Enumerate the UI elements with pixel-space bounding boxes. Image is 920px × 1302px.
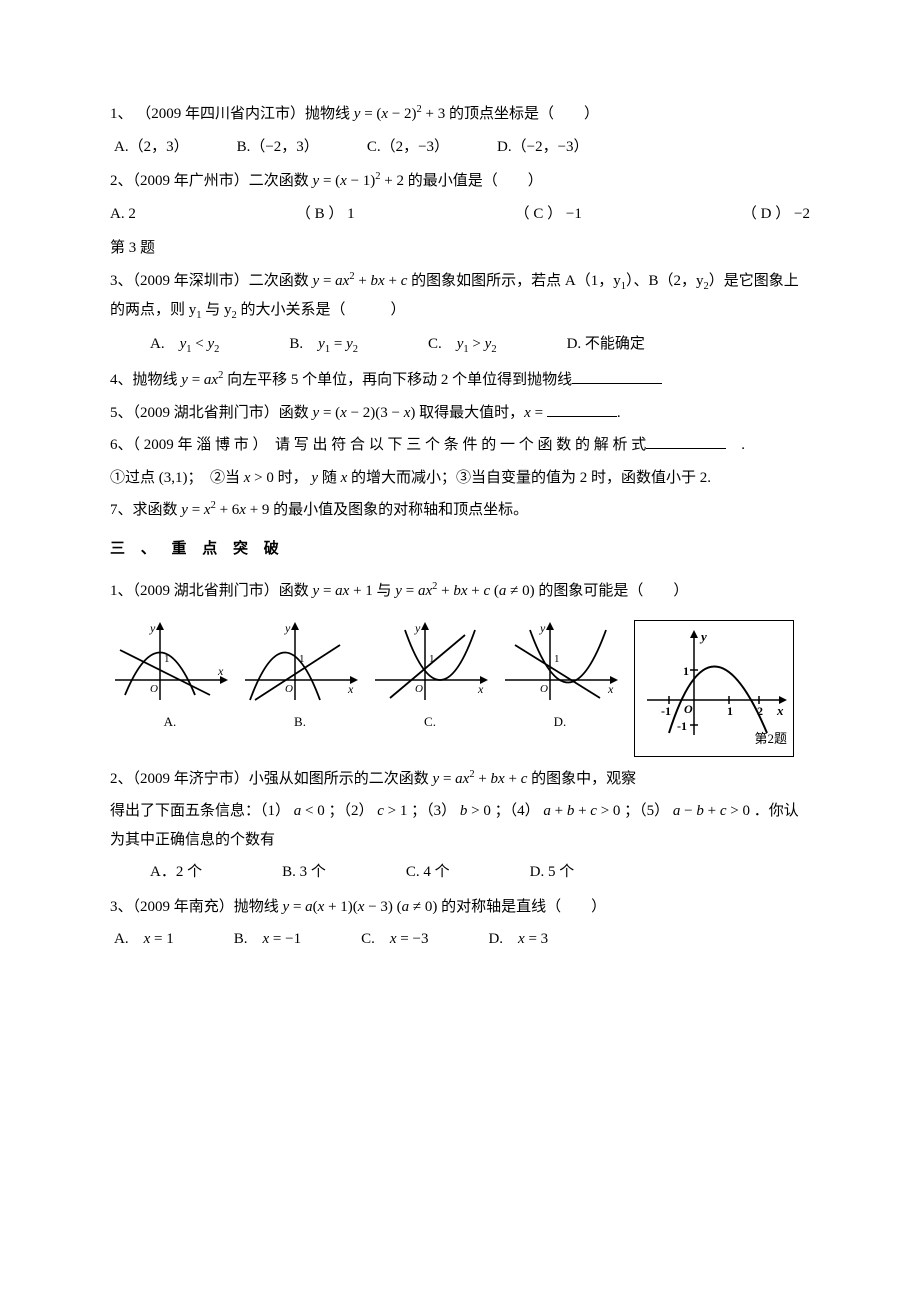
section-3-header: 三 、 重 点 突 破 [110, 535, 810, 564]
p3-options: A. x = 1 B. x = −1 C. x = −3 D. x = 3 [114, 925, 810, 954]
q1-opt-d: D.（−2，−3） [497, 133, 589, 162]
q2-opt-c: （ C ） −1 [515, 200, 582, 229]
svg-text:O: O [285, 683, 293, 695]
q3-opt-d: D. 不能确定 [567, 330, 645, 360]
p2-opt-b: B. 3 个 [282, 858, 326, 887]
panel-q2-box: y x O -1 1 2 1 -1 第2题 [634, 620, 794, 757]
q2-note: 第 3 题 [110, 234, 810, 263]
origin-label: O [150, 683, 158, 695]
svg-text:1: 1 [554, 653, 560, 665]
panel-c-label: C. [370, 710, 490, 735]
p1-graph-row: y x O 1 A. y x O 1 B. [110, 620, 810, 757]
q3-opt-a: A. y1 < y2 [150, 330, 219, 360]
q3-opt-c: C. y1 > y2 [428, 330, 497, 360]
svg-text:1: 1 [727, 704, 733, 718]
svg-text:y: y [539, 621, 546, 635]
q2-text: 2、（2009 年广州市）二次函数 y = (x − 1)2 + 2 的最小值是… [110, 167, 810, 196]
p3-opt-b: B. x = −1 [234, 925, 301, 954]
p3-opt-c: C. x = −3 [361, 925, 428, 954]
svg-text:O: O [540, 683, 548, 695]
panel-a-label: A. [110, 710, 230, 735]
q7-text: 7、求函数 y = x2 + 6x + 9 的最小值及图象的对称轴和顶点坐标。 [110, 496, 810, 525]
q6-line1: 6、（ 2009 年 淄 博 市 ） 请 写 出 符 合 以 下 三 个 条 件… [110, 431, 810, 460]
p2-line1: 2、（2009 年济宁市）小强从如图所示的二次函数 y = ax2 + bx +… [110, 765, 810, 794]
panel-b: y x O 1 B. [240, 620, 360, 735]
axis-x-label: x [217, 664, 224, 678]
axis-y-label: y [149, 621, 156, 635]
panel-q2-caption: 第2题 [639, 727, 787, 752]
q2-options: A. 2 （ B ） 1 （ C ） −1 （ D ） −2 [110, 200, 810, 229]
q3-options: A. y1 < y2 B. y1 = y2 C. y1 > y2 D. 不能确定 [150, 330, 810, 360]
svg-text:x: x [776, 703, 784, 718]
p2-options: A．2 个 B. 3 个 C. 4 个 D. 5 个 [150, 858, 810, 887]
p3-opt-d: D. x = 3 [488, 925, 548, 954]
panel-c: y x O 1 C. [370, 620, 490, 735]
panel-d: y x O 1 D. [500, 620, 620, 735]
panel-b-label: B. [240, 710, 360, 735]
svg-text:x: x [607, 682, 614, 696]
svg-text:y: y [414, 621, 421, 635]
svg-text:1: 1 [683, 664, 689, 678]
svg-text:x: x [347, 682, 354, 696]
p2-opt-d: D. 5 个 [530, 858, 575, 887]
q2-opt-d: （ D ） −2 [742, 200, 810, 229]
q1-text: 1、 （2009 年四川省内江市）抛物线 y = (x − 2)2 + 3 的顶… [110, 100, 810, 129]
q1-opt-a: A.（2，3） [114, 133, 189, 162]
q3-opt-b: B. y1 = y2 [289, 330, 358, 360]
p1-text: 1、（2009 湖北省荆门市）函数 y = ax + 1 与 y = ax2 +… [110, 577, 810, 606]
p3-text: 3、（2009 年南充）抛物线 y = a(x + 1)(x − 3) (a ≠… [110, 893, 810, 922]
q5-text: 5、（2009 湖北省荆门市）函数 y = (x − 2)(3 − x) 取得最… [110, 399, 810, 428]
q6-line2: ①过点 (3,1)； ②当 x > 0 时， y 随 x 的增大而减小；③当自变… [110, 464, 810, 493]
panel-a: y x O 1 A. [110, 620, 230, 735]
svg-text:O: O [684, 702, 693, 716]
svg-text:y: y [284, 621, 291, 635]
q2-opt-a: A. 2 [110, 200, 136, 229]
p2-opt-c: C. 4 个 [406, 858, 450, 887]
p2-opt-a: A．2 个 [150, 858, 202, 887]
q1-opt-b: B.（−2，3） [237, 133, 319, 162]
svg-text:-1: -1 [661, 704, 671, 718]
p2-line2: 得出了下面五条信息：（1） a < 0 ；（2） c > 1 ；（3） b > … [110, 797, 810, 854]
panel-d-label: D. [500, 710, 620, 735]
q1-options: A.（2，3） B.（−2，3） C.（2，−3） D.（−2，−3） [114, 133, 810, 162]
svg-text:x: x [477, 682, 484, 696]
q1-opt-c: C.（2，−3） [367, 133, 449, 162]
svg-text:y: y [699, 629, 707, 644]
q4-text: 4、抛物线 y = ax2 向左平移 5 个单位，再向下移动 2 个单位得到抛物… [110, 366, 810, 395]
q3-text: 3、（2009 年深圳市）二次函数 y = ax2 + bx + c 的图象如图… [110, 267, 810, 327]
svg-text:O: O [415, 683, 423, 695]
q2-opt-b: （ B ） 1 [296, 200, 355, 229]
p3-opt-a: A. x = 1 [114, 925, 174, 954]
